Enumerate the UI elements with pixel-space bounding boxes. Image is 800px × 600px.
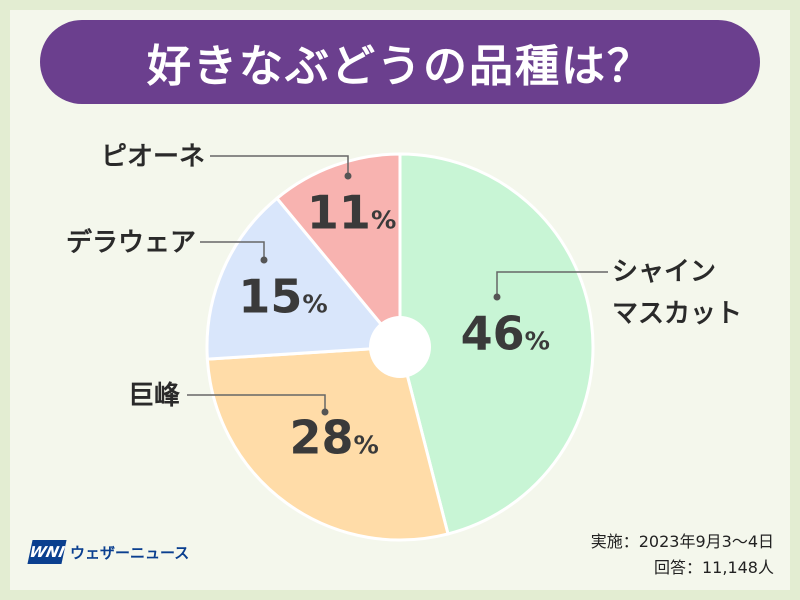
category-label: デラウェア xyxy=(66,227,196,258)
chart-title: 好きなぶどうの品種は？ xyxy=(147,41,653,92)
pie-slice xyxy=(398,152,595,536)
pie-slice xyxy=(274,152,402,352)
category-label: ピオーネ xyxy=(101,142,205,172)
leader-dot xyxy=(344,172,352,180)
leader-dot xyxy=(493,293,501,301)
wni-logo-mark: WNI xyxy=(27,540,67,564)
leader-line xyxy=(187,394,326,412)
pie-center-hole xyxy=(369,316,431,378)
pie-slice xyxy=(205,196,404,361)
title-banner: 好きなぶどうの品種は？ xyxy=(40,20,760,104)
category-label: シャイン xyxy=(612,257,716,287)
category-label: 巨峰 xyxy=(128,381,180,411)
slice-value-label: 28% xyxy=(290,411,379,465)
category-label: マスカット xyxy=(612,299,742,329)
slice-value-label: 15% xyxy=(238,269,327,323)
leader-dot xyxy=(321,408,329,416)
logo-name: ウェザーニュース xyxy=(70,543,190,562)
slice-value-label: 11% xyxy=(307,186,396,240)
leader-line xyxy=(496,271,608,297)
leader-line xyxy=(200,241,265,260)
survey-date: 実施：2023年9月3～4日 xyxy=(590,532,774,551)
respondent-count: 回答：11,148人 xyxy=(654,558,774,577)
weathernews-logo: WNI ウェザーニュース xyxy=(27,540,190,564)
leader-line xyxy=(210,155,349,176)
slice-value-label: 46% xyxy=(461,307,550,361)
leader-dot xyxy=(260,256,268,264)
